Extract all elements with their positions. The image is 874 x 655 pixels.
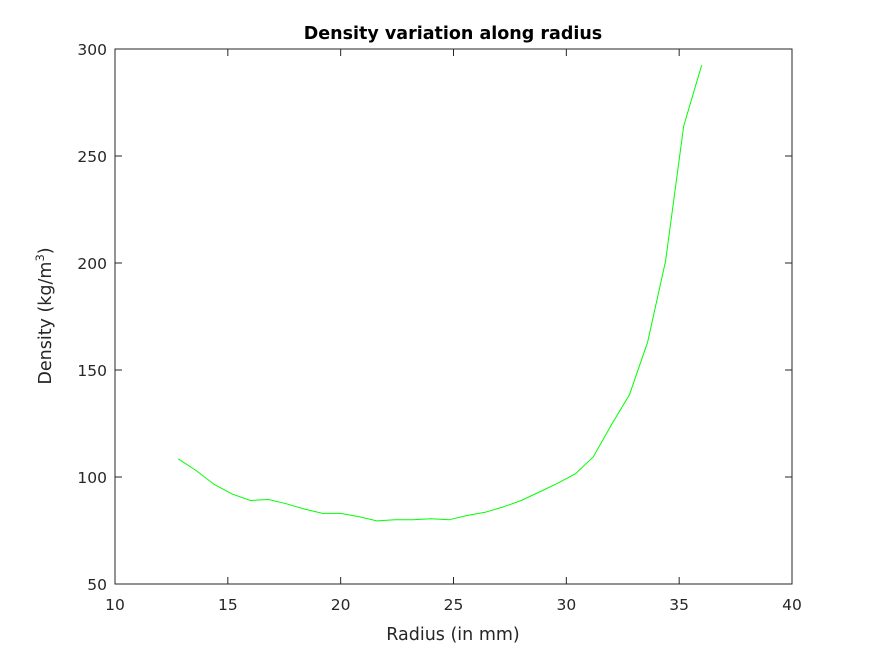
plot-area xyxy=(115,49,792,584)
x-tick-label: 20 xyxy=(331,596,351,614)
x-tick-label: 30 xyxy=(556,596,576,614)
chart-title: Density variation along radius xyxy=(304,24,602,44)
y-axis-label-main: Density (kg/m xyxy=(36,262,56,385)
x-tick-label: 35 xyxy=(669,596,689,614)
y-tick-label: 50 xyxy=(87,576,107,594)
x-tick-label: 10 xyxy=(105,596,125,614)
y-tick-label: 300 xyxy=(77,41,107,59)
y-tick-label: 150 xyxy=(77,362,107,380)
y-tick-label: 200 xyxy=(77,255,107,273)
x-tick-label: 15 xyxy=(218,596,238,614)
y-tick-label: 250 xyxy=(77,148,107,166)
x-tick-label: 25 xyxy=(444,596,464,614)
y-axis-label-superscript: 3 xyxy=(33,254,47,261)
tick-labels: 10 15 20 25 30 35 40 50 100 150 200 250 300 xyxy=(77,41,801,614)
x-axis-label: Radius (in mm) xyxy=(386,625,520,645)
density-series-line xyxy=(177,64,703,522)
plot-frame xyxy=(114,48,793,585)
y-axis-label: Density (kg/m3) xyxy=(33,247,56,384)
x-tick-label: 40 xyxy=(782,596,802,614)
y-axis-label-close: ) xyxy=(36,247,56,254)
y-tick-label: 100 xyxy=(77,469,107,487)
